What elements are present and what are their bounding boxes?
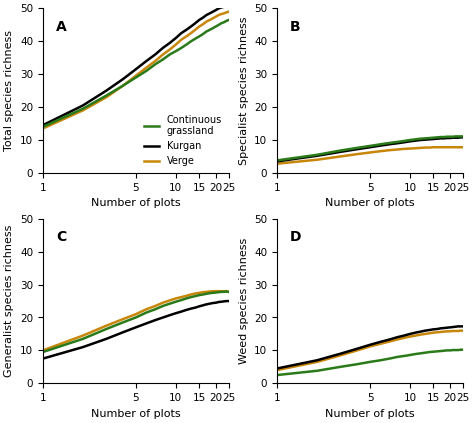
Y-axis label: Weed species richness: Weed species richness xyxy=(239,238,249,364)
X-axis label: Number of plots: Number of plots xyxy=(91,409,181,418)
Text: C: C xyxy=(56,231,66,244)
X-axis label: Number of plots: Number of plots xyxy=(91,198,181,208)
Y-axis label: Generalist species richness: Generalist species richness xyxy=(4,225,14,377)
X-axis label: Number of plots: Number of plots xyxy=(325,198,415,208)
Text: B: B xyxy=(290,20,301,34)
Y-axis label: Specialist species richness: Specialist species richness xyxy=(239,16,249,165)
Text: A: A xyxy=(56,20,67,34)
Text: D: D xyxy=(290,231,301,244)
X-axis label: Number of plots: Number of plots xyxy=(325,409,415,418)
Legend: Continuous
grassland, Kurgan, Verge: Continuous grassland, Kurgan, Verge xyxy=(140,111,226,170)
Y-axis label: Total species richness: Total species richness xyxy=(4,30,14,151)
